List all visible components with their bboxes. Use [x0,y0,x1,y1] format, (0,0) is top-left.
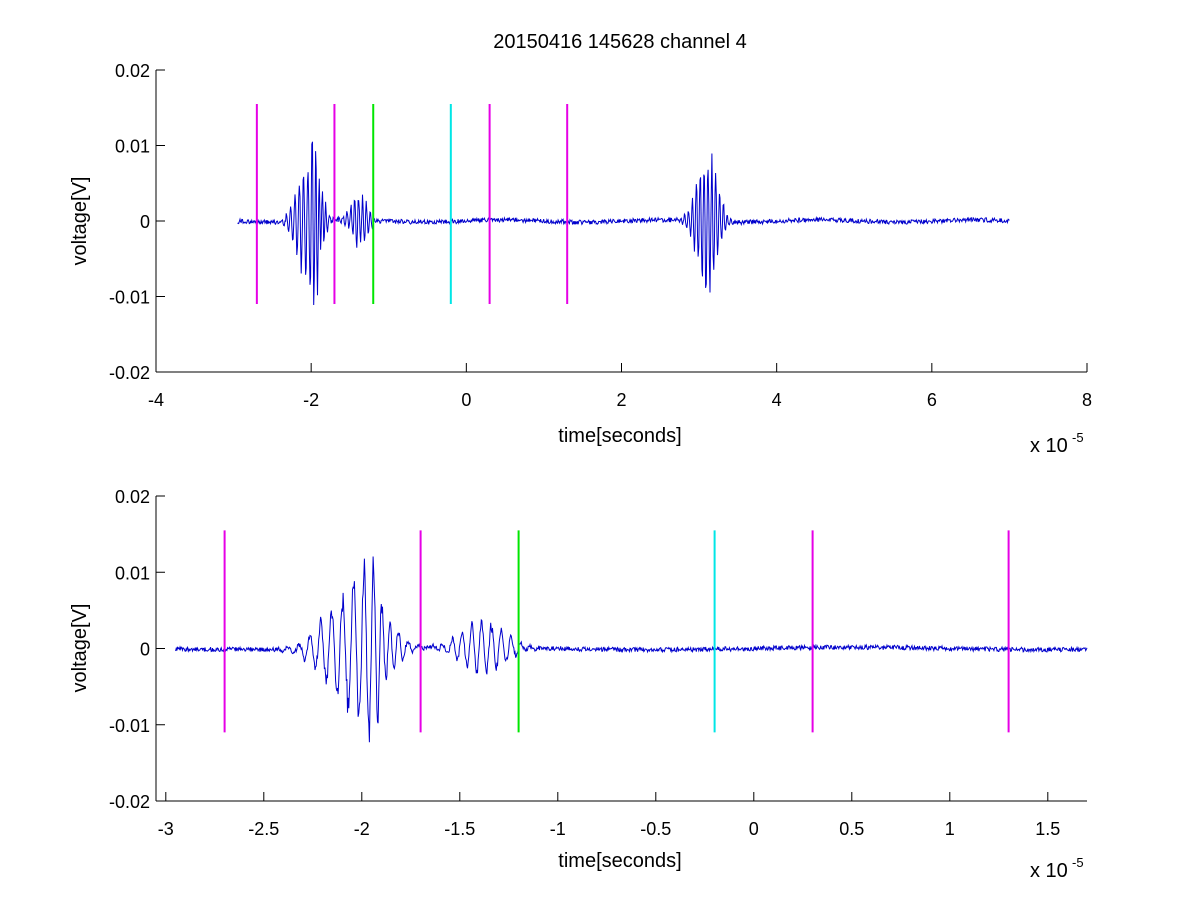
top-x-axis-label: time[seconds] [558,425,681,447]
top-y-tick-label: 0.02 [115,61,150,81]
top-x-tick-label: -2 [303,390,319,410]
bottom-y-axis-label: voltage[V] [69,604,91,693]
bottom-y-tick-label: 0.02 [115,487,150,507]
bottom-x-exponent-power: -5 [1072,855,1084,870]
bottom-x-tick-label: 0.5 [839,819,864,839]
top-y-tick-label: -0.01 [109,288,150,308]
top-x-exponent-power: -5 [1072,430,1084,445]
top-x-tick-label: -4 [148,390,164,410]
top-subplot: 20150416 145628 channel 4 time[seconds] … [69,31,1092,457]
top-y-tick-label: 0.01 [115,137,150,157]
bottom-y-tick-label: -0.01 [109,716,150,736]
bottom-x-tick-label: -3 [158,819,174,839]
top-x-tick-label: 4 [772,390,782,410]
bottom-x-tick-label: -1 [550,819,566,839]
bottom-x-tick-label: 1.5 [1035,819,1060,839]
top-x-exponent: x 10 -5 [1030,430,1084,457]
bottom-x-tick-label: 0 [749,819,759,839]
bottom-x-axis-label: time[seconds] [558,850,681,872]
top-x-tick-label: 6 [927,390,937,410]
bottom-x-exponent: x 10 -5 [1030,855,1084,882]
top-x-tick-label: 0 [461,390,471,410]
chart-title: 20150416 145628 channel 4 [493,31,747,53]
top-x-tick-label: 8 [1082,390,1092,410]
top-y-axis-label: voltage[V] [69,177,91,266]
bottom-x-tick-label: -2 [354,819,370,839]
top-y-tick-label: -0.02 [109,363,150,383]
bottom-x-tick-label: 1 [945,819,955,839]
bottom-y-tick-label: -0.02 [109,792,150,812]
top-x-tick-label: 2 [616,390,626,410]
bottom-subplot: time[seconds] voltage[V] x 10 -5 -3 -2.5 -… [69,487,1088,882]
bottom-y-tick-label: 0 [140,640,150,660]
bottom-x-exponent-base: x 10 [1030,860,1068,882]
top-y-tick-label: 0 [140,212,150,232]
bottom-x-tick-label: -1.5 [444,819,475,839]
top-signal-line [237,141,1010,306]
bottom-x-tick-label: -0.5 [640,819,671,839]
bottom-y-tick-label: 0.01 [115,563,150,583]
bottom-signal-line [175,556,1088,743]
bottom-x-tick-label: -2.5 [248,819,279,839]
top-x-exponent-base: x 10 [1030,435,1068,457]
